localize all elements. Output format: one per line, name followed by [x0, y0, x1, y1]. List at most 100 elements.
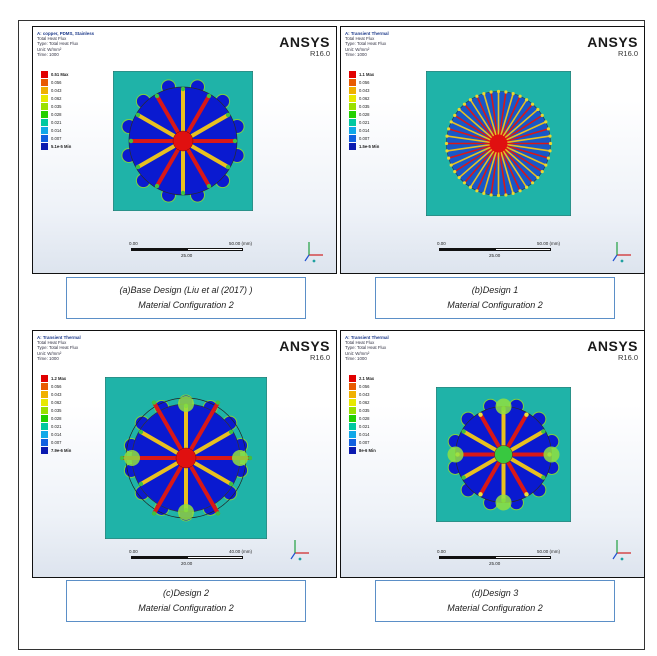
spoke-tip [447, 127, 451, 131]
spoke-tip [215, 400, 221, 405]
spoke-tip [128, 138, 134, 144]
spoke-tip [138, 481, 144, 487]
scale-start: 0.00 [129, 241, 138, 246]
legend-label: 0.014 [51, 432, 62, 437]
spoke-tip [232, 138, 238, 144]
hot-region [178, 504, 194, 520]
legend-label: 0.021 [359, 424, 370, 429]
spoke-tip [536, 175, 540, 180]
panel-caption: (d)Design 3 Material Configuration 2 [375, 580, 615, 622]
legend-swatch [349, 391, 356, 398]
spoke-tip [135, 164, 141, 170]
legend-swatch [41, 143, 48, 150]
spoke-tip [504, 193, 508, 197]
legend-label: 0.062 [359, 96, 370, 101]
legend-label: 2.1 Max [359, 376, 375, 381]
spoke-tip [504, 90, 508, 94]
spoke-tip [444, 141, 449, 146]
ansys-brand: ANSYS R16.0 [587, 35, 638, 58]
caption-title: (d)Design 3 [471, 588, 519, 598]
spoke-tip [225, 112, 231, 118]
header-line: Type: Total Heat Flux [345, 41, 387, 47]
axis-triad-icon [290, 540, 309, 561]
scale-bar-filled [439, 248, 495, 251]
spoke-tip [530, 102, 535, 106]
legend-label: 0.056 [359, 80, 370, 85]
spoke-tip [461, 475, 466, 480]
legend-label: 0.062 [51, 96, 62, 101]
hot-region [124, 450, 140, 466]
spoke-tip [228, 481, 234, 487]
header-line: Total Heat Flux [345, 36, 375, 42]
spoke-tip [489, 193, 493, 197]
scale-mid: 25.00 [489, 253, 501, 258]
spoke-tip [518, 94, 522, 98]
spoke-tip [468, 98, 472, 102]
spoke-tip [453, 170, 457, 174]
scale-end: 50.00 (mm) [537, 549, 561, 554]
legend-label: 0.007 [51, 136, 62, 141]
header-line: A: Transient Thermal [345, 31, 389, 36]
panel-header: A: copper, PDMS, Stainless Total Heat Flu… [37, 31, 94, 57]
spoke-tip [540, 170, 544, 174]
legend-swatch [41, 407, 48, 414]
legend-swatch [349, 447, 356, 454]
spoke-tip [119, 455, 125, 461]
spoke-tip [215, 511, 221, 516]
scale-end: 50.00 (mm) [537, 241, 561, 246]
header-line: Total Heat Flux [345, 340, 375, 346]
header-line: A: Transient Thermal [345, 335, 389, 340]
spoke-tip [482, 191, 486, 195]
header-line: A: Transient Thermal [37, 335, 81, 340]
legend-swatch [41, 431, 48, 438]
spoke [184, 456, 220, 516]
legend-swatch [349, 431, 356, 438]
spoke [152, 400, 188, 460]
legend-label: 0.028 [51, 416, 62, 421]
contour-plot [426, 71, 571, 216]
spoke-tip [525, 98, 529, 102]
spoke-tip [151, 511, 157, 516]
spoke-tip [518, 189, 522, 193]
legend-label: 5.1e-5 Min [51, 144, 72, 149]
caption-config: Material Configuration 2 [447, 603, 543, 613]
legend-swatch [349, 127, 356, 134]
spoke-tip [154, 93, 160, 99]
spoke-tip [525, 185, 529, 189]
caption-config: Material Configuration 2 [138, 300, 234, 310]
hot-region [495, 398, 512, 415]
brand-name: ANSYS [279, 338, 330, 354]
spoke-tip [154, 183, 160, 189]
header-line: Unit: W/mm² [345, 350, 370, 356]
header-line: Type: Total Heat Flux [345, 345, 387, 351]
spoke-tip [541, 429, 546, 434]
legend-label: 0.056 [359, 384, 370, 389]
legend-swatch [349, 439, 356, 446]
spoke-tip [449, 120, 453, 124]
legend-label: 0.007 [359, 136, 370, 141]
spoke-tip [546, 127, 550, 131]
legend-swatch [41, 439, 48, 446]
panel-caption: (c)Design 2 Material Configuration 2 [66, 580, 306, 622]
spoke-tip [225, 164, 231, 170]
legend-swatch [41, 111, 48, 118]
legend-swatch [41, 71, 48, 78]
legend-swatch [41, 95, 48, 102]
legend-label: 0.028 [359, 416, 370, 421]
legend-label: 0.043 [51, 88, 62, 93]
legend-swatch [349, 71, 356, 78]
brand-version: R16.0 [617, 49, 638, 58]
legend-label: 0.014 [359, 128, 370, 133]
legend-label: 0.028 [51, 112, 62, 117]
ansys-brand: ANSYS R16.0 [279, 339, 330, 362]
header-line: Type: Total Heat Flux [37, 41, 79, 47]
legend-swatch [41, 399, 48, 406]
legend-swatch [349, 415, 356, 422]
brand-version: R16.0 [309, 353, 330, 362]
scale-mid: 20.00 [181, 561, 193, 566]
scale-end: 40.00 (mm) [229, 549, 253, 554]
brand-name: ANSYS [587, 34, 638, 50]
scale-bar-empty [187, 556, 243, 559]
scale-start: 0.00 [437, 241, 446, 246]
spoke-tip [461, 429, 466, 434]
